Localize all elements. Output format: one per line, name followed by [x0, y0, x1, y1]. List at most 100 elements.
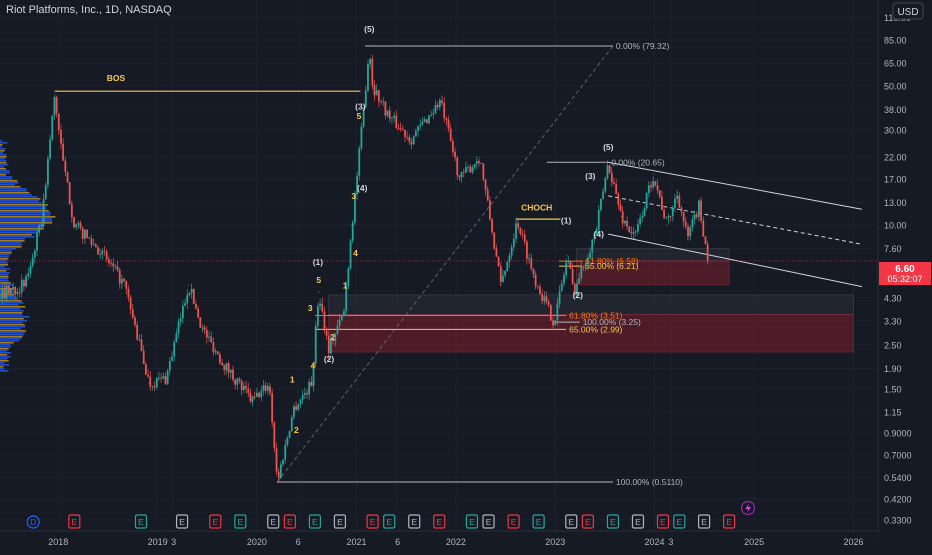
wave-label: 3 [351, 191, 356, 201]
current-price-badge: 6.60 05:32:07 [879, 262, 931, 285]
price-point [652, 173, 655, 175]
candle-body [57, 113, 60, 131]
candle-body [66, 171, 69, 183]
candle-body [493, 232, 496, 249]
earnings-marker[interactable]: E [68, 514, 81, 529]
candle-body [7, 285, 10, 294]
event-marker-label: E [469, 517, 475, 527]
earnings-marker[interactable]: E [134, 514, 148, 529]
candle-body [700, 200, 702, 221]
volume-bar [0, 282, 11, 284]
candle-body [336, 325, 339, 334]
volume-bar [0, 354, 8, 356]
candle-body [486, 189, 489, 201]
earnings-marker[interactable]: E [673, 514, 686, 529]
time-axis[interactable]: 2018 2019 3 2020 6 2021 6 2022 2023 2024 3 2025 2026 [48, 537, 863, 547]
y-tick-label: 4.30 [884, 293, 902, 303]
price-point [223, 363, 225, 365]
y-tick-label: 10.00 [884, 220, 907, 230]
price-point [61, 156, 63, 158]
candle-body [84, 229, 86, 239]
candle-body [301, 394, 304, 400]
candle-body [184, 303, 186, 306]
candle-body [604, 178, 607, 192]
candle-body [482, 163, 485, 180]
fib-label: 61.80% (6.58) [585, 256, 639, 266]
candle-body [229, 369, 232, 373]
earnings-marker[interactable]: E [433, 514, 446, 529]
candle-body [451, 140, 454, 152]
earnings-marker[interactable]: E [565, 514, 578, 529]
volume-bar [0, 264, 9, 266]
earnings-marker[interactable]: E [631, 514, 645, 529]
earnings-marker[interactable]: E [656, 514, 670, 529]
candle-body [573, 283, 576, 296]
candle-body [347, 268, 350, 286]
volume-bar [0, 350, 8, 352]
candle-body [258, 392, 260, 398]
earnings-marker[interactable]: E [283, 514, 296, 529]
event-marker-label: E [212, 517, 218, 527]
volume-bar [0, 292, 16, 294]
volume-bar [0, 266, 5, 268]
earnings-marker[interactable]: E [308, 514, 321, 529]
time-axis-panel[interactable] [0, 531, 878, 550]
channel-lines [276, 45, 863, 483]
earnings-marker[interactable]: E [333, 514, 347, 529]
price-point [479, 156, 481, 158]
candle-body [79, 223, 82, 228]
volume-bar [0, 356, 11, 358]
earnings-marker[interactable]: E [723, 514, 736, 529]
earnings-marker[interactable]: E [465, 514, 479, 529]
candle-body [349, 240, 352, 269]
volume-bar [0, 182, 19, 184]
x-tick-label: 2026 [843, 537, 863, 547]
candle-body [563, 275, 565, 284]
candle-body [297, 404, 300, 410]
candle-body [434, 105, 437, 114]
volume-bar [0, 178, 13, 180]
candle-body [149, 376, 152, 387]
earnings-marker[interactable]: E [267, 514, 280, 529]
candle-body [414, 131, 417, 137]
candle-body [698, 200, 700, 217]
volume-bar [0, 268, 10, 270]
candle-body [663, 209, 665, 218]
candle-body [223, 365, 226, 371]
candle-body [308, 382, 311, 395]
earnings-marker[interactable]: E [482, 514, 495, 529]
candle-body [388, 110, 391, 119]
earnings-marker[interactable]: E [532, 514, 545, 529]
volume-bar [0, 252, 12, 254]
volume-bar [0, 248, 17, 250]
earnings-marker[interactable]: E [408, 514, 421, 529]
dividend-marker[interactable]: D [26, 515, 40, 529]
candle-body [438, 100, 441, 108]
event-markers[interactable]: E E E E E E E E E E E E E E E E E E E E E E E E ED [26, 514, 736, 529]
earnings-box [68, 514, 81, 529]
volume-bar [0, 326, 26, 328]
candle-body [406, 136, 409, 138]
volume-bar [0, 308, 21, 310]
price-point [351, 224, 353, 226]
candle-body [600, 198, 602, 211]
earnings-marker[interactable]: E [697, 514, 711, 529]
candle-body [330, 338, 332, 354]
earnings-marker[interactable]: E [383, 514, 396, 529]
lightning-icon[interactable] [740, 500, 756, 516]
currency-button[interactable]: USD [892, 2, 924, 20]
candle-body [471, 167, 474, 173]
earnings-marker[interactable]: E [606, 514, 620, 529]
volume-bar [0, 220, 53, 222]
earnings-marker[interactable]: E [366, 514, 379, 529]
earnings-marker[interactable]: E [209, 514, 222, 529]
earnings-marker[interactable]: E [507, 514, 520, 529]
candle-body [42, 199, 45, 227]
earnings-marker[interactable]: E [234, 514, 247, 529]
candle-body [343, 310, 345, 317]
earnings-marker[interactable]: E [175, 514, 189, 529]
candle-body [279, 464, 282, 479]
earnings-marker[interactable]: E [581, 514, 594, 529]
